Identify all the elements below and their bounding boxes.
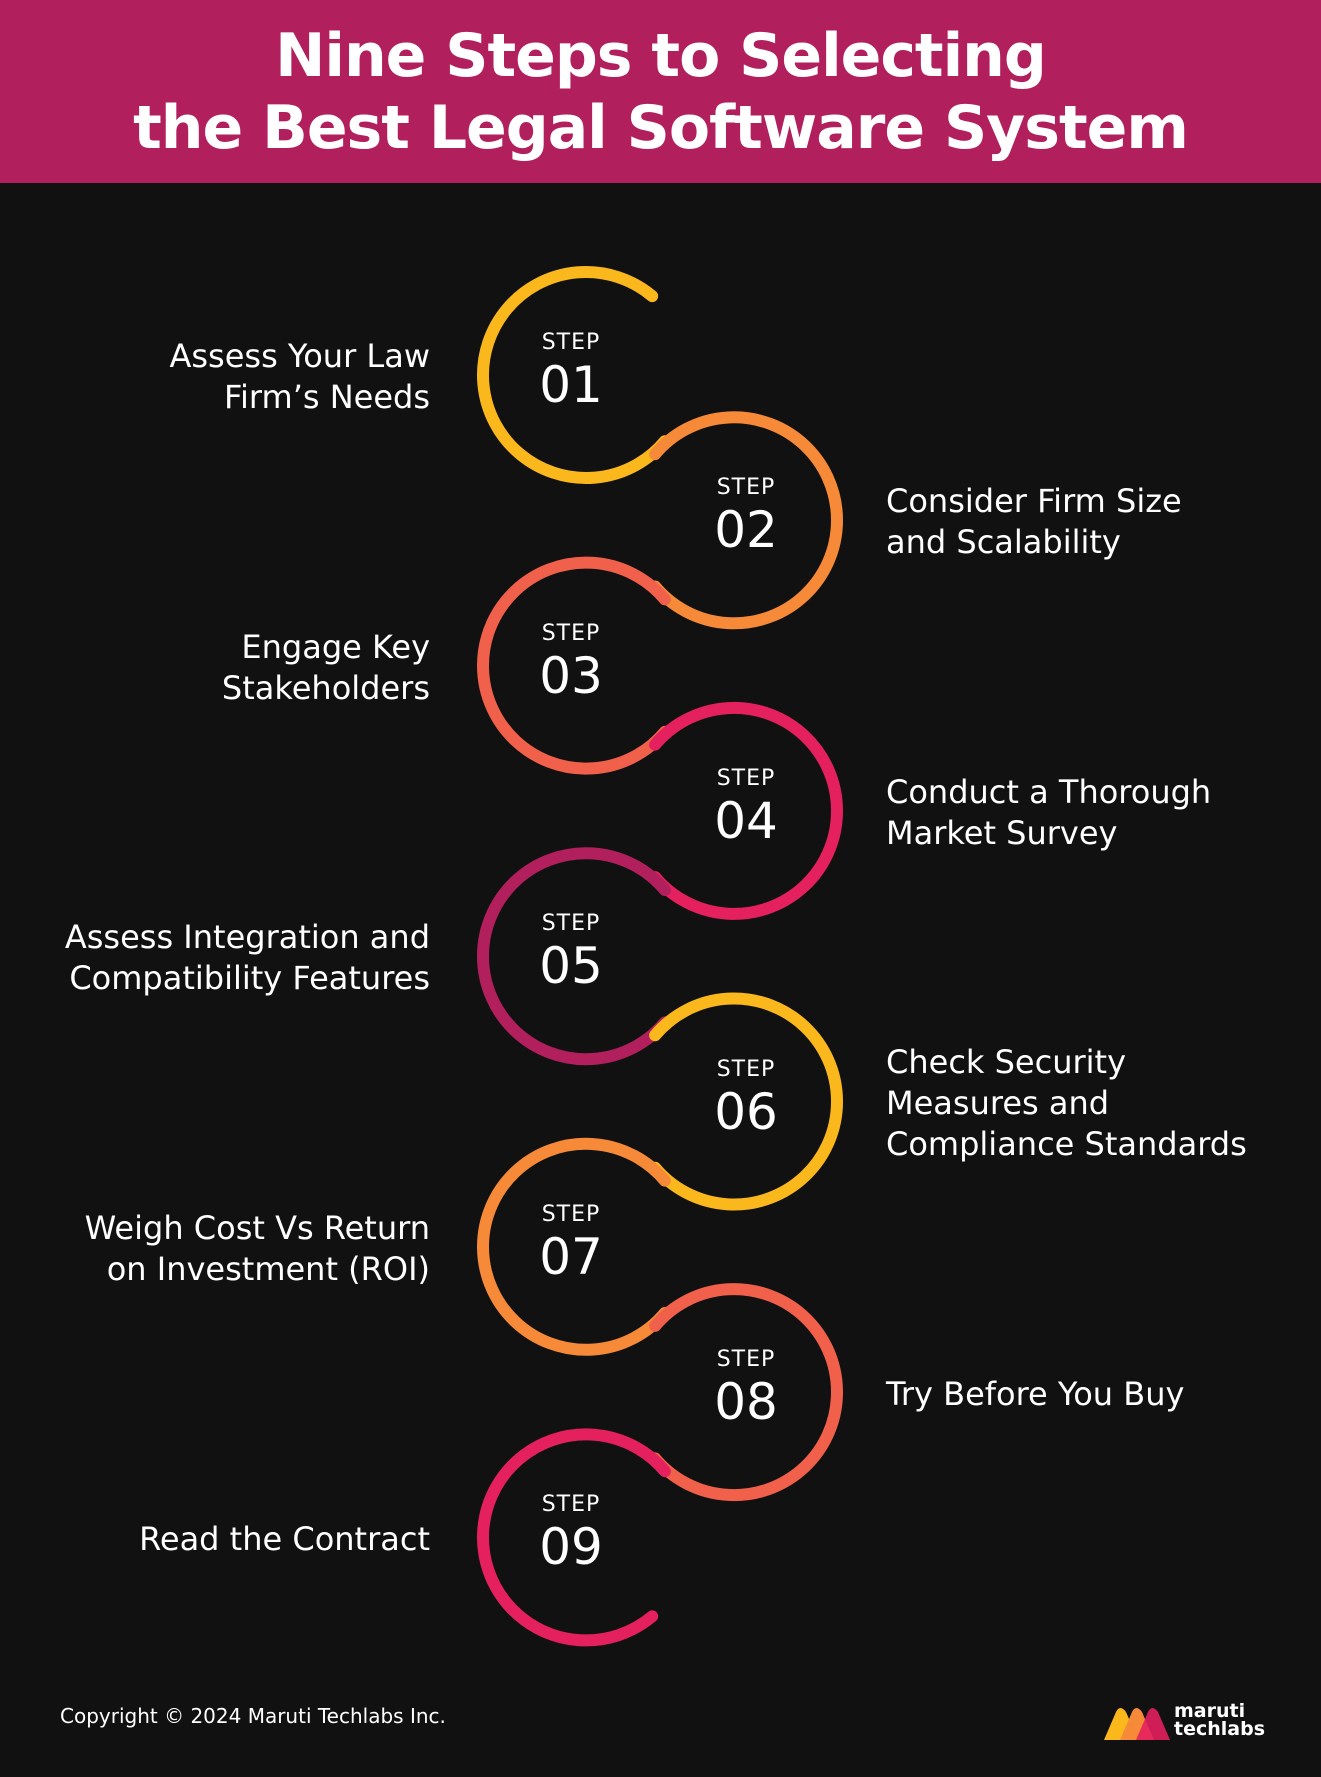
step-ring-03 [476,556,671,775]
step-label-07: STEP [541,1201,601,1227]
step-description-line: Read the Contract [139,1519,430,1558]
step-description-line: Try Before You Buy [886,1374,1185,1413]
step-ring-09 [476,1428,671,1647]
logo-wordmark-line-2: techlabs [1174,1718,1266,1740]
step-label-06: STEP [716,1056,776,1082]
step-description-line: Market Survey [886,813,1118,852]
step-description-01: Assess Your Law Firm’s Needs [169,336,430,418]
step-description-line: Check Security [886,1043,1127,1081]
step-number-02: 02 [714,501,778,560]
header-banner: Nine Steps to Selecting the Best Legal S… [0,0,1321,183]
step-description-line: Weigh Cost Vs Return [84,1208,430,1247]
page-title-line-1: Nine Steps to Selecting [275,20,1047,91]
step-ring-04 [649,701,844,920]
step-description-line: on Investment (ROI) [106,1249,430,1288]
step-label-03: STEP [541,620,601,646]
step-description-line: Conduct a Thorough [886,772,1212,811]
step-description-line: Assess Your Law [169,337,430,375]
copyright-text: Copyright © 2024 Maruti Techlabs Inc. [60,1704,446,1728]
step-description-line: Compatibility Features [69,959,430,998]
step-number-01: 01 [539,356,603,414]
step-label-01: STEP [541,330,601,355]
step-description-line: and Scalability [886,523,1121,562]
step-description-line: Compliance Standards [886,1125,1247,1163]
step-description-line: Measures and [886,1084,1110,1122]
step-number-06: 06 [714,1082,778,1141]
step-description-line: Assess Integration and [64,918,430,957]
step-number-03: 03 [539,646,603,705]
step-ring-06 [649,992,844,1211]
logo-wordmark: maruti techlabs [1174,1700,1266,1740]
step-description-line: Consider Firm Size [886,482,1182,521]
logo-wordmark-line-1: maruti [1174,1700,1246,1722]
step-label-09: STEP [541,1492,601,1518]
step-label-08: STEP [716,1347,776,1373]
step-description-09: Read the Contract [139,1519,430,1560]
step-description-05: Assess Integration and Compatibility Feat… [65,917,430,999]
step-description-line: Firm’s Needs [223,378,430,416]
step-description-line: Stakeholders [221,668,430,707]
step-description-06: Check Security Measures and Compliance Sta… [886,1042,1247,1165]
step-description-line: Engage Key [241,627,430,666]
step-description-04: Conduct a Thorough Market Survey [886,772,1211,854]
page-title-line-2: the Best Legal Software System [133,92,1189,163]
step-description-03: Engage Key Stakeholders [222,627,430,709]
step-description-08: Try Before You Buy [886,1374,1184,1415]
step-label-02: STEP [716,475,776,501]
step-number-08: 08 [714,1373,778,1432]
step-label-05: STEP [541,911,601,937]
step-number-09: 09 [539,1518,603,1577]
step-description-07: Weigh Cost Vs Return on Investment (ROI) [85,1208,430,1290]
step-ring-05 [476,847,671,1066]
step-description-02: Consider Firm Size and Scalability [886,481,1182,563]
step-label-04: STEP [716,765,776,791]
step-ring-08 [649,1283,844,1502]
step-number-04: 04 [714,791,778,850]
step-ring-07 [476,1137,671,1356]
step-number-05: 05 [539,937,603,996]
maruti-techlabs-logo-icon [1104,1708,1170,1740]
step-number-07: 07 [539,1227,603,1286]
step-ring-01 [476,266,671,484]
step-ring-02 [649,411,844,630]
